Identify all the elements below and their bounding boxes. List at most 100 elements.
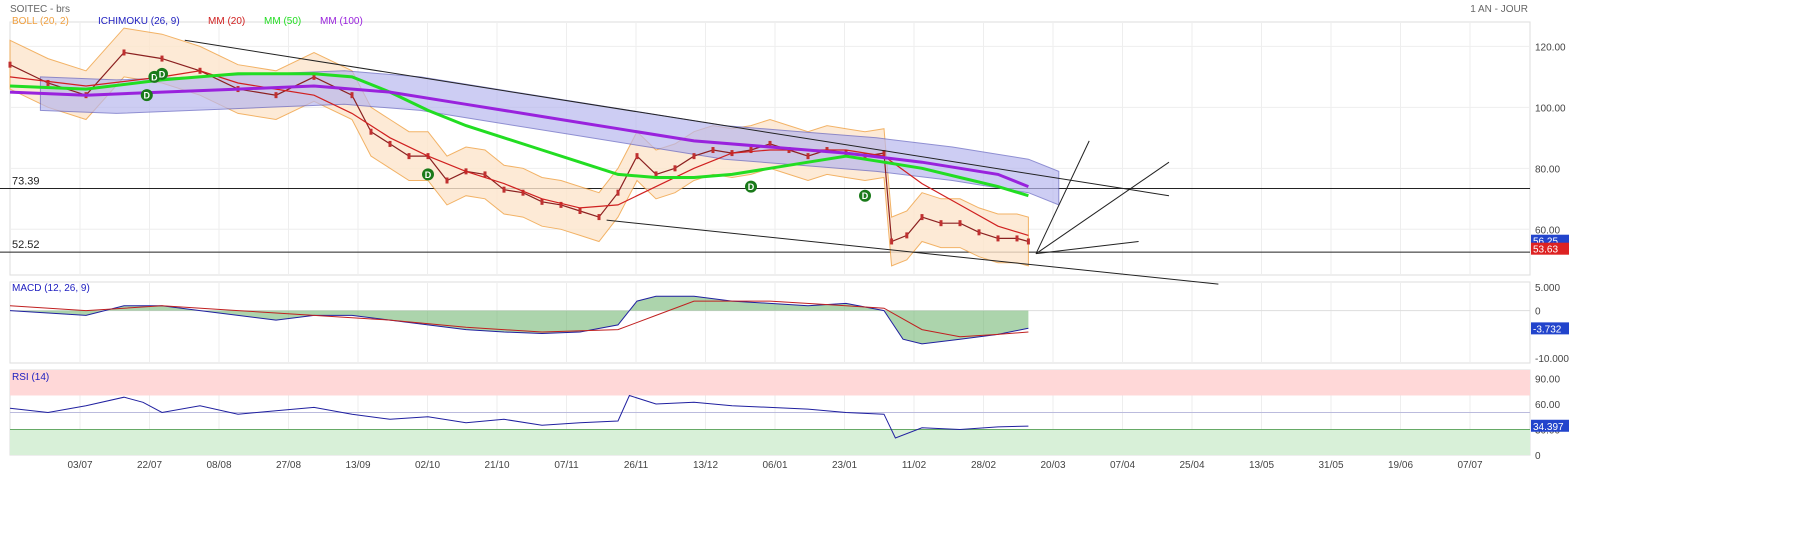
chart-title: SOITEC - brs xyxy=(10,4,70,15)
candle xyxy=(958,220,962,227)
x-tick-label: 28/02 xyxy=(971,460,996,471)
candle xyxy=(578,207,582,214)
price-tag-label: 56.25 xyxy=(1533,237,1558,248)
y-tick-label: 100.00 xyxy=(1535,103,1566,114)
signal-marker xyxy=(745,180,757,193)
candle xyxy=(521,189,525,196)
x-tick-label: 31/05 xyxy=(1318,460,1343,471)
candle xyxy=(1026,238,1030,245)
legend-entry: MM (20) xyxy=(208,16,245,27)
legend-entry: MM (100) xyxy=(320,16,363,27)
x-tick-label: 21/10 xyxy=(484,460,509,471)
macd-line xyxy=(9,295,1029,345)
signal-marker-label: D xyxy=(144,91,151,101)
rsi-tag-label: 34.397 xyxy=(1533,422,1564,433)
trendline xyxy=(1035,240,1139,255)
candle xyxy=(597,214,601,221)
candle xyxy=(502,186,506,193)
candle xyxy=(768,140,772,147)
legend-entry: BOLL (20, 2) xyxy=(12,16,69,27)
x-tick-label: 20/03 xyxy=(1040,460,1065,471)
x-tick-label: 13/09 xyxy=(345,460,370,471)
candle xyxy=(920,214,924,221)
x-tick-label: 08/08 xyxy=(206,460,231,471)
ma-line xyxy=(9,72,1029,198)
candle xyxy=(350,92,354,99)
y-tick-label: 120.00 xyxy=(1535,42,1566,53)
candle xyxy=(483,171,487,178)
macd-tag-label: -3.732 xyxy=(1533,324,1562,335)
macd-legend: MACD (12, 26, 9) xyxy=(12,283,90,294)
level-label: 73.39 xyxy=(12,175,40,187)
signal-marker-label: D xyxy=(151,72,158,82)
level-label: 52.52 xyxy=(12,239,40,251)
x-tick-label: 11/02 xyxy=(902,460,927,471)
legend-entry: ICHIMOKU (26, 9) xyxy=(98,16,180,27)
signal-marker-label: D xyxy=(748,182,755,192)
candle xyxy=(388,140,392,147)
macd-line xyxy=(9,300,1029,338)
x-tick-label: 27/08 xyxy=(276,460,301,471)
candle xyxy=(882,150,886,157)
signal-marker-label: D xyxy=(159,69,166,79)
candle xyxy=(274,92,278,99)
signal-marker xyxy=(859,189,871,202)
x-tick-label: 07/04 xyxy=(1110,460,1135,471)
x-tick-label: 22/07 xyxy=(137,460,162,471)
macd-y-tick-label: -10.000 xyxy=(1535,354,1569,365)
candle xyxy=(1015,235,1019,242)
rsi-y-tick-label: 90.00 xyxy=(1535,375,1560,386)
signal-marker xyxy=(140,89,153,102)
period-label: 1 AN - JOUR xyxy=(1470,4,1528,15)
x-tick-label: 07/07 xyxy=(1457,460,1482,471)
x-tick-label: 13/12 xyxy=(693,460,718,471)
x-tick-label: 06/01 xyxy=(762,460,787,471)
x-tick-label: 23/01 xyxy=(832,460,857,471)
candle xyxy=(806,153,810,160)
trendline xyxy=(1035,140,1090,254)
candle xyxy=(692,153,696,160)
rsi-legend: RSI (14) xyxy=(12,372,49,383)
panel-frame xyxy=(9,281,1531,364)
candle xyxy=(890,238,894,245)
rsi-y-tick-label: 60.00 xyxy=(1535,400,1560,411)
rsi-overbought-zone xyxy=(10,370,1530,396)
trendline xyxy=(184,39,1170,197)
ma-line xyxy=(9,70,1029,236)
signal-marker-label: D xyxy=(862,191,869,201)
macd-y-tick-label: 0 xyxy=(1535,307,1541,318)
x-tick-label: 03/07 xyxy=(67,460,92,471)
x-tick-label: 19/06 xyxy=(1388,460,1413,471)
candle xyxy=(312,73,316,80)
candle xyxy=(46,79,50,86)
rsi-tag xyxy=(1531,419,1569,432)
x-tick-label: 13/05 xyxy=(1249,460,1274,471)
candle xyxy=(939,220,943,227)
signal-marker xyxy=(422,168,434,181)
candle xyxy=(407,153,411,160)
signal-marker xyxy=(156,67,168,80)
signal-marker-label: D xyxy=(425,170,432,180)
candle xyxy=(977,229,981,236)
candle xyxy=(160,55,164,62)
trendline xyxy=(606,219,1219,285)
x-tick-label: 25/04 xyxy=(1179,460,1204,471)
candle xyxy=(711,147,715,154)
x-tick-label: 02/10 xyxy=(415,460,440,471)
candle xyxy=(8,61,12,68)
candle xyxy=(445,177,449,184)
candle xyxy=(996,235,1000,242)
candle xyxy=(673,165,677,172)
candle xyxy=(635,153,639,160)
rsi-line xyxy=(9,394,1029,439)
price-tag xyxy=(1531,242,1569,255)
macd-y-tick-label: 5.000 xyxy=(1535,283,1560,294)
trendline xyxy=(1035,161,1170,255)
x-tick-label: 07/11 xyxy=(554,460,579,471)
ma-line xyxy=(9,84,1029,188)
candle xyxy=(369,128,373,135)
candle xyxy=(540,198,544,205)
rsi-oversold-zone xyxy=(10,429,1530,455)
candle xyxy=(749,147,753,154)
